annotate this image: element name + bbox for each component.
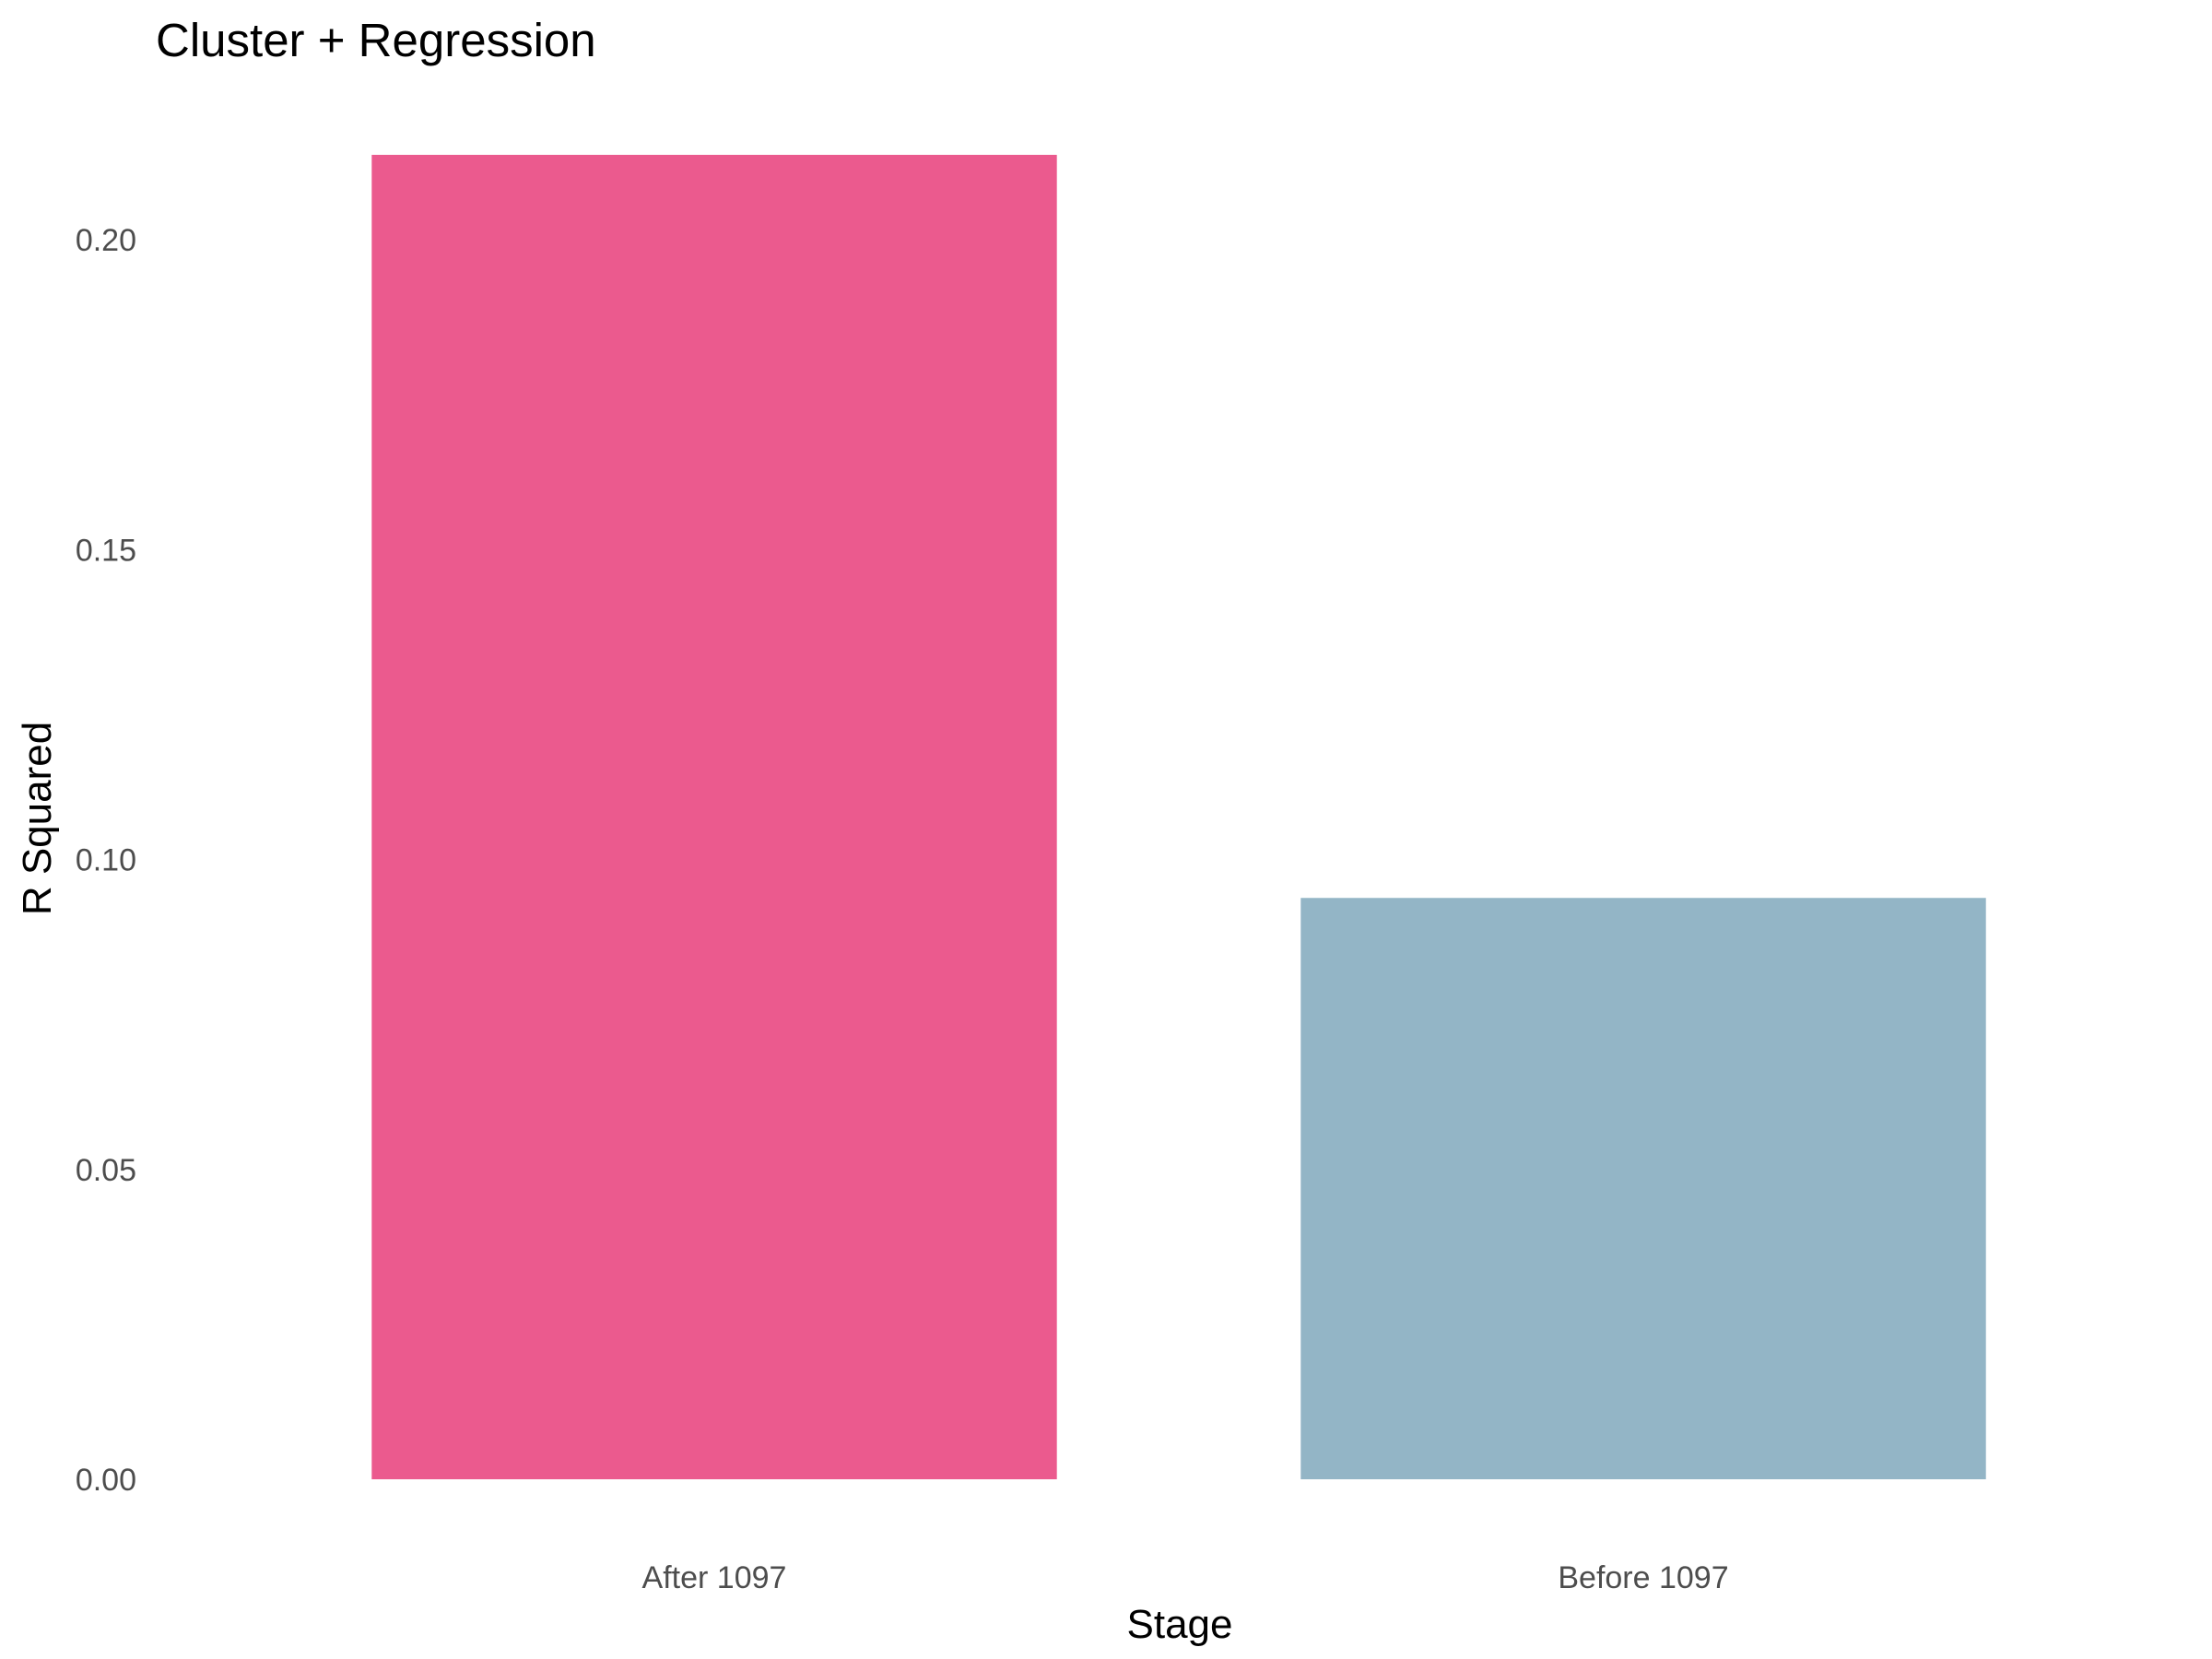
y-axis-title: R Squared xyxy=(15,722,60,915)
y-tick-label: 0.00 xyxy=(76,1463,136,1498)
chart-title: Cluster + Regression xyxy=(156,14,596,66)
y-axis-ticks: 0.00 0.05 0.10 0.15 0.20 xyxy=(76,223,136,1498)
x-axis-title: Stage xyxy=(1127,1602,1233,1647)
y-tick-label: 0.20 xyxy=(76,223,136,258)
x-tick-label: After 1097 xyxy=(642,1560,787,1595)
bar-before-1097 xyxy=(1300,898,1986,1479)
x-axis-ticks: After 1097 Before 1097 xyxy=(642,1560,1729,1595)
x-tick-label: Before 1097 xyxy=(1558,1560,1728,1595)
y-tick-label: 0.15 xyxy=(76,533,136,568)
y-tick-label: 0.05 xyxy=(76,1153,136,1188)
bars xyxy=(371,155,1986,1479)
bar-after-1097 xyxy=(371,155,1057,1479)
y-tick-label: 0.10 xyxy=(76,843,136,878)
